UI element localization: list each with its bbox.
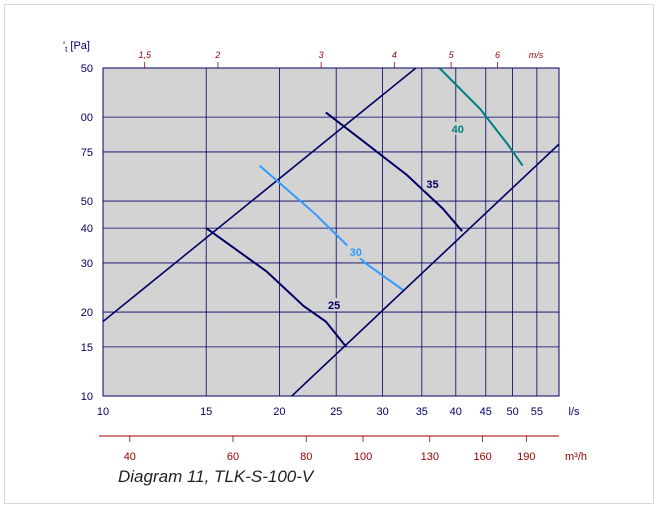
y-tick-label: 00 — [81, 112, 93, 124]
series-label-25: 25 — [328, 300, 340, 312]
x-ls-tick-label: 45 — [480, 406, 492, 418]
diagram-caption: Diagram 11, TLK-S-100-V — [118, 467, 314, 486]
m3h-tick-label: 130 — [421, 451, 439, 463]
m3h-tick-label: 60 — [227, 451, 239, 463]
m3h-unit-label: m³/h — [565, 451, 587, 463]
velocity-unit-label: m/s — [529, 50, 544, 60]
m3h-tick-label: 40 — [124, 451, 136, 463]
series-line-35 — [325, 111, 463, 232]
velocity-tick-label: 1,5 — [138, 50, 152, 60]
x-ls-tick-label: 10 — [97, 406, 109, 418]
y-tick-label: 75 — [81, 147, 93, 159]
m3h-tick-label: 160 — [473, 451, 491, 463]
x-ls-tick-label: 20 — [273, 406, 285, 418]
series-label-35: 35 — [426, 179, 438, 191]
y-tick-label: 50 — [81, 63, 93, 75]
velocity-tick-label: 6 — [495, 50, 500, 60]
series-label-bg — [448, 121, 467, 135]
series-label-30: 30 — [350, 247, 362, 259]
velocity-tick-label: 5 — [449, 50, 455, 60]
series-label-bg — [325, 298, 344, 312]
plot-area — [102, 67, 560, 397]
velocity-tick-label: 2 — [214, 50, 220, 60]
y-tick-label: 30 — [81, 258, 93, 270]
series-label-40: 40 — [452, 124, 464, 136]
x-ls-tick-label: 30 — [376, 406, 388, 418]
y-tick-label: 10 — [81, 391, 93, 403]
y-tick-label: 50 — [81, 196, 93, 208]
m3h-tick-label: 100 — [354, 451, 372, 463]
system-line — [103, 68, 417, 323]
series-line-25 — [205, 227, 347, 348]
x-ls-tick-label: 55 — [531, 406, 543, 418]
curve-group — [103, 68, 559, 396]
x-ls-tick-label: 50 — [506, 406, 518, 418]
series-label-bg — [346, 245, 365, 259]
grid-lines — [102, 67, 560, 397]
system-line — [291, 143, 559, 396]
y-tick-label: 40 — [81, 223, 93, 235]
y-tick-label: 15 — [81, 342, 93, 354]
x-ls-tick-label: 25 — [330, 406, 342, 418]
velocity-tick-label: 4 — [392, 50, 397, 60]
series-line-30 — [258, 164, 404, 291]
m3h-tick-label: 80 — [300, 451, 312, 463]
y-tick-label: 20 — [81, 307, 93, 319]
x-ls-tick-label: 15 — [200, 406, 212, 418]
y-axis-title: 't [Pa] — [63, 40, 90, 54]
series-line-40 — [438, 68, 524, 167]
x-ls-tick-label: 35 — [416, 406, 428, 418]
m3h-tick-label: 190 — [517, 451, 535, 463]
velocity-tick-label: 3 — [319, 50, 324, 60]
x-ls-unit-label: l/s — [569, 406, 581, 418]
series-label-bg — [423, 177, 442, 191]
x-ls-tick-label: 40 — [450, 406, 462, 418]
